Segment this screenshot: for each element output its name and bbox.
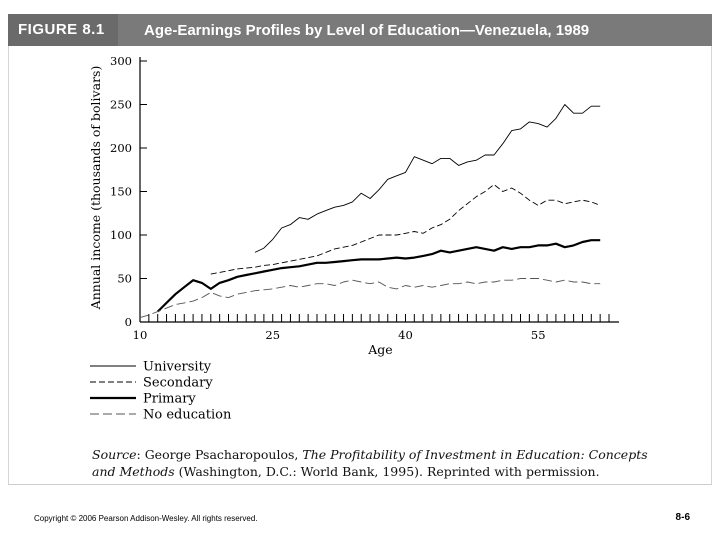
legend-label-secondary: Secondary xyxy=(143,376,213,391)
figure-header: FIGURE 8.1 Age-Earnings Profiles by Leve… xyxy=(8,14,712,46)
source-suffix: (Washington, D.C.: World Bank, 1995). Re… xyxy=(174,464,600,479)
chart-axes: 0 50 100 150 200 250 300 10 25 40 55 Age Annual inco… xyxy=(88,54,619,357)
y-tick-label: 300 xyxy=(110,54,132,68)
frame-right-border xyxy=(711,46,712,484)
source-prefix: : George Psacharopoulos, xyxy=(136,447,303,462)
figure-number: FIGURE 8.1 xyxy=(8,14,118,46)
y-tick-label: 150 xyxy=(110,185,132,199)
series-line-secondary xyxy=(210,184,601,275)
y-tick-label: 250 xyxy=(110,98,132,112)
y-tick-label: 200 xyxy=(110,141,132,155)
x-tick-label: 40 xyxy=(398,328,413,342)
legend-label-no-education: No education xyxy=(143,408,232,423)
series-line-primary xyxy=(156,239,601,313)
y-tick-label: 0 xyxy=(125,315,132,329)
source-label: Source xyxy=(92,447,137,462)
y-tick-label: 100 xyxy=(110,228,132,242)
x-tick-label: 55 xyxy=(531,328,546,342)
figure-title: Age-Earnings Profiles by Level of Educat… xyxy=(144,21,590,39)
x-tick-label: 25 xyxy=(265,328,280,342)
frame-left-border xyxy=(8,46,9,484)
series-line-no-education xyxy=(139,278,601,319)
slide-page-number: 8-6 xyxy=(675,512,690,523)
frame-bottom-border xyxy=(8,484,712,485)
source-book-title: The Profitability of Investment in Educa… xyxy=(92,447,648,479)
chart-series xyxy=(139,104,601,319)
series-line-university xyxy=(254,104,601,253)
legend-label-university: University xyxy=(143,360,212,375)
y-tick-label: 50 xyxy=(117,272,132,286)
x-tick-label: 10 xyxy=(133,328,148,342)
source-note: Source: George Psacharopoulos, The Profi… xyxy=(92,446,672,480)
age-earnings-chart: 0 50 100 150 200 250 300 10 25 40 55 Age Annual inco… xyxy=(88,54,619,423)
legend-label-primary: Primary xyxy=(143,392,196,407)
x-axis-label: Age xyxy=(367,342,392,357)
copyright-notice: Copyright © 2006 Pearson Addison-Wesley.… xyxy=(34,514,258,523)
y-axis-label: Annual income (thousands of bolivars) xyxy=(88,66,103,311)
